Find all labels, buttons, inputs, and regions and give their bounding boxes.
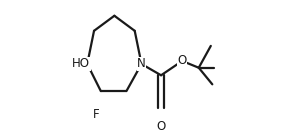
Text: HO: HO — [72, 58, 90, 70]
Text: O: O — [156, 120, 166, 133]
Text: N: N — [137, 58, 146, 70]
Text: F: F — [93, 108, 100, 121]
Text: O: O — [178, 54, 187, 67]
